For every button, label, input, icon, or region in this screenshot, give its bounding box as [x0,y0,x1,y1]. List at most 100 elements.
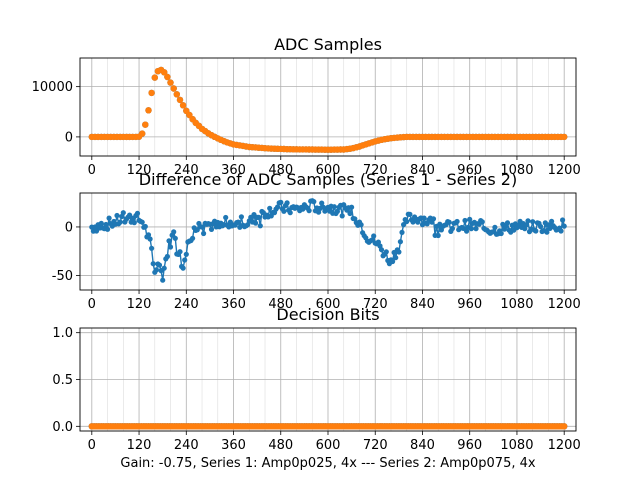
x-tick-label: 480 [268,297,293,312]
data-point [145,107,152,114]
subplot-3: 0 120 240 360 480 600 720 840 960 1080 1200 0.0 0.5 1… [52,305,580,453]
chart-title: ADC Samples [274,35,382,54]
x-tick-label: 1200 [548,297,581,312]
data-point [160,277,166,283]
series-2 [88,423,568,430]
data-point [161,69,168,76]
y-tick-label: -50 [52,269,73,284]
data-point [339,213,345,219]
x-tick-label: 1200 [548,163,581,178]
data-point [134,210,141,216]
data-point [114,212,120,219]
data-point [390,258,396,265]
plot-area [88,423,568,430]
x-tick-label: 840 [410,438,435,453]
data-point [504,220,511,226]
x-tick-label: 480 [268,163,293,178]
data-point [473,226,479,232]
data-point [561,133,568,141]
x-tick-label: 240 [174,438,199,453]
data-point [397,239,403,245]
data-point [139,130,146,137]
data-point [371,233,377,239]
data-point [201,230,207,237]
data-point [238,214,244,220]
data-point [334,208,340,214]
data-point [190,235,196,241]
data-point [103,221,109,228]
data-point [454,218,460,225]
data-point [393,255,399,261]
data-point [311,199,317,205]
data-point [421,215,427,221]
data-point [149,245,155,251]
x-tick-label: 0 [88,163,96,178]
data-point [161,265,167,271]
data-point [275,204,281,210]
data-point [105,226,111,232]
data-point [538,223,544,230]
x-tick-label: 120 [127,297,152,312]
data-point [151,74,158,81]
x-tick-label: 960 [457,163,482,178]
data-point [404,218,410,225]
data-point [164,253,170,260]
data-point [375,239,381,245]
x-tick-label: 600 [316,163,341,178]
data-point [560,217,566,223]
series-1 [89,198,567,283]
data-point [179,102,187,109]
data-point [199,224,205,230]
data-point [533,228,539,234]
chart-title: Decision Bits [276,305,379,324]
data-point [383,249,389,255]
x-tick-label: 960 [457,297,482,312]
figure-xlabel: Gain: -0.75, Series 1: Amp0p025, 4x --- … [120,456,535,471]
data-point [378,247,385,253]
data-point [173,91,180,98]
y-tick-label: 1.0 [52,326,73,341]
data-point [150,261,156,267]
y-tick-label: 0.5 [52,373,73,388]
data-point [523,222,530,228]
data-point [167,244,174,250]
subplot-2: 0 120 240 360 480 600 720 840 960 1080 1200 0 -50 Dif… [52,170,581,312]
axes-frame [79,327,577,432]
x-tick-label: 0 [88,438,96,453]
data-point [164,73,171,81]
data-point [561,423,568,430]
data-point [98,220,104,226]
data-point [396,249,402,255]
data-point [281,208,287,214]
data-point [131,220,137,226]
data-point [120,210,126,216]
data-point [257,223,263,229]
data-point [407,211,413,217]
axes-frame [79,192,577,291]
x-tick-label: 720 [363,438,388,453]
data-point [530,219,536,225]
data-point [525,218,531,224]
data-point [358,222,364,228]
data-point [117,219,123,225]
x-tick-label: 840 [410,297,435,312]
x-tick-label: 600 [316,438,341,453]
data-point [166,238,172,244]
data-point [176,96,184,104]
data-point [182,257,188,263]
y-tick-label: 10000 [32,80,73,95]
data-point [498,230,504,237]
data-point [171,229,177,235]
data-point [549,218,555,224]
x-tick-label: 840 [410,163,435,178]
x-tick-label: 360 [221,297,246,312]
data-point [145,232,152,238]
y-tick-label: 0 [65,220,73,235]
data-point [349,204,355,210]
x-tick-label: 1080 [500,297,533,312]
data-point [180,265,186,271]
data-point [253,220,259,226]
data-point [142,121,149,128]
